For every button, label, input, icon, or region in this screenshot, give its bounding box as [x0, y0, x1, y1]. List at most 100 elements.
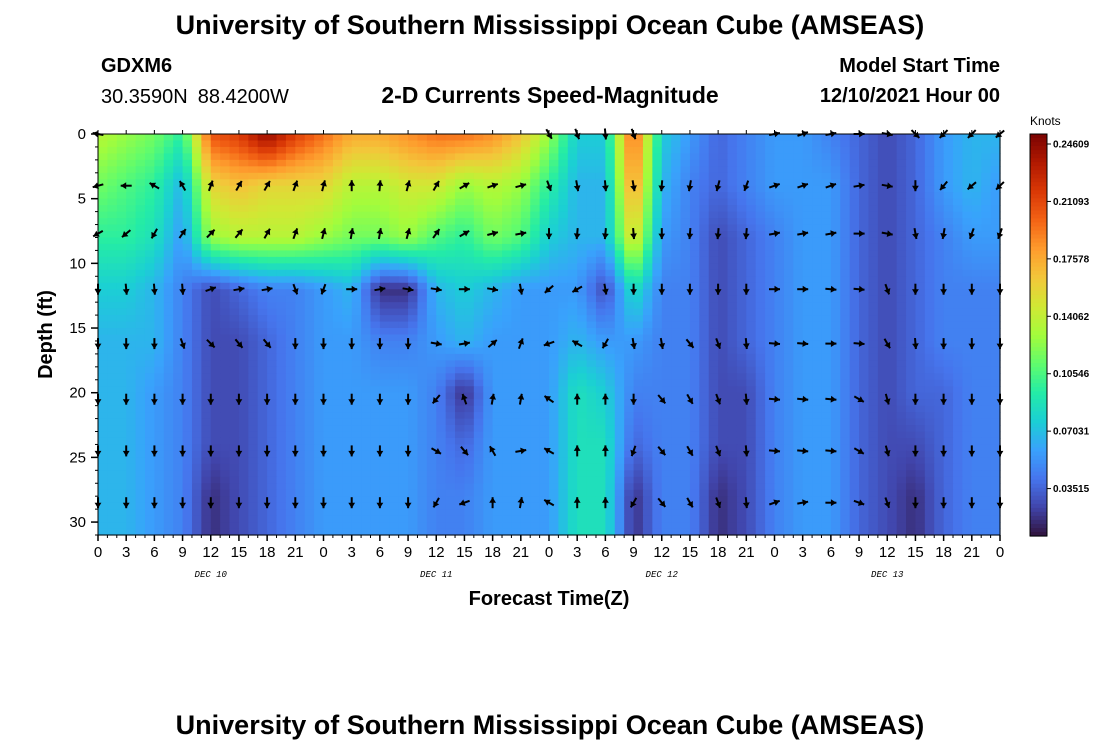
heatmap-cell: [812, 437, 823, 446]
heatmap-cell: [426, 269, 437, 277]
heatmap-cell: [821, 295, 832, 303]
heatmap-cell: [605, 308, 616, 316]
heatmap-cell: [680, 185, 691, 193]
heatmap-cell: [530, 321, 541, 329]
heatmap-cell: [539, 211, 550, 219]
heatmap-cell: [840, 353, 851, 361]
heatmap-cell: [144, 302, 155, 310]
heatmap-cell: [830, 302, 841, 310]
heatmap-cell: [379, 392, 390, 400]
heatmap-cell: [229, 263, 240, 271]
heatmap-cell: [680, 179, 691, 187]
heatmap-cell: [191, 334, 202, 342]
heatmap-cell: [220, 205, 231, 213]
heatmap-cell: [351, 166, 362, 174]
heatmap-cell: [633, 276, 644, 284]
heatmap-cell: [502, 146, 513, 155]
heatmap-cell: [699, 444, 710, 452]
heatmap-cell: [304, 340, 315, 349]
heatmap-cell: [483, 405, 494, 413]
heatmap-cell: [896, 315, 907, 323]
heatmap-cell: [238, 231, 249, 239]
heatmap-cell: [426, 399, 437, 407]
heatmap-cell: [830, 334, 841, 342]
heatmap-cell: [859, 379, 870, 387]
heatmap-cell: [342, 256, 353, 264]
heatmap-cell: [511, 308, 522, 316]
heatmap-cell: [746, 366, 757, 374]
heatmap-cell: [971, 457, 982, 465]
heatmap-cell: [332, 399, 343, 407]
heatmap-cell: [530, 386, 541, 394]
heatmap-cell: [285, 289, 296, 297]
heatmap-cell: [605, 315, 616, 323]
heatmap-cell: [163, 308, 174, 316]
heatmap-cell: [107, 224, 118, 232]
heatmap-cell: [595, 308, 606, 316]
heatmap-cell: [135, 457, 146, 465]
heatmap-cell: [727, 179, 738, 187]
heatmap-cell: [210, 205, 221, 213]
heatmap-cell: [746, 444, 757, 452]
heatmap-cell: [708, 457, 719, 465]
heatmap-cell: [859, 179, 870, 187]
heatmap-cell: [98, 308, 108, 316]
heatmap-cell: [473, 295, 484, 303]
heatmap-cell: [248, 347, 259, 355]
heatmap-cell: [473, 185, 484, 193]
heatmap-cell: [267, 412, 278, 420]
heatmap-cell: [558, 366, 569, 374]
heatmap-cell: [229, 444, 240, 452]
heatmap-cell: [746, 399, 757, 407]
heatmap-cell: [633, 224, 644, 232]
heatmap-cell: [567, 185, 578, 193]
heatmap-cell: [887, 353, 898, 361]
heatmap-cell: [285, 256, 296, 264]
heatmap-cell: [257, 450, 268, 458]
heatmap-cell: [708, 437, 719, 446]
heatmap-cell: [492, 224, 503, 232]
heatmap-cell: [746, 159, 757, 167]
heatmap-cell: [483, 289, 494, 297]
heatmap-cell: [633, 205, 644, 213]
heatmap-cell: [520, 243, 531, 252]
heatmap-cell: [830, 172, 841, 180]
heatmap-cell: [849, 353, 860, 361]
heatmap-cell: [981, 192, 992, 200]
heatmap-cell: [455, 328, 466, 336]
heatmap-cell: [154, 328, 165, 336]
heatmap-cell: [238, 425, 249, 433]
heatmap-cell: [859, 463, 870, 471]
heatmap-cell: [586, 457, 597, 465]
heatmap-cell: [436, 315, 447, 323]
heatmap-cell: [718, 276, 729, 284]
heatmap-cell: [906, 159, 917, 167]
heatmap-cell: [718, 198, 729, 206]
heatmap-cell: [577, 211, 588, 219]
heatmap-cell: [267, 269, 278, 277]
heatmap-cell: [116, 289, 127, 297]
heatmap-cell: [953, 140, 964, 148]
heatmap-cell: [605, 159, 616, 167]
heatmap-cell: [144, 153, 155, 161]
heatmap-cell: [915, 146, 926, 155]
heatmap-cell: [765, 224, 776, 232]
heatmap-cell: [943, 198, 954, 206]
heatmap-cell: [727, 386, 738, 394]
heatmap-cell: [736, 353, 747, 361]
heatmap-cell: [379, 263, 390, 271]
heatmap-cell: [520, 340, 531, 349]
heatmap-cell: [154, 379, 165, 387]
heatmap-cell: [379, 399, 390, 407]
heatmap-cell: [652, 250, 663, 258]
heatmap-cell: [859, 412, 870, 420]
heatmap-cell: [953, 302, 964, 310]
heatmap-cell: [689, 366, 700, 374]
station-id: GDXM6: [101, 55, 173, 77]
heatmap-cell: [981, 153, 992, 161]
heatmap-cell: [295, 179, 306, 187]
heatmap-cell: [276, 386, 287, 394]
heatmap-cell: [812, 457, 823, 465]
heatmap-cell: [586, 431, 597, 439]
heatmap-cell: [680, 289, 691, 297]
